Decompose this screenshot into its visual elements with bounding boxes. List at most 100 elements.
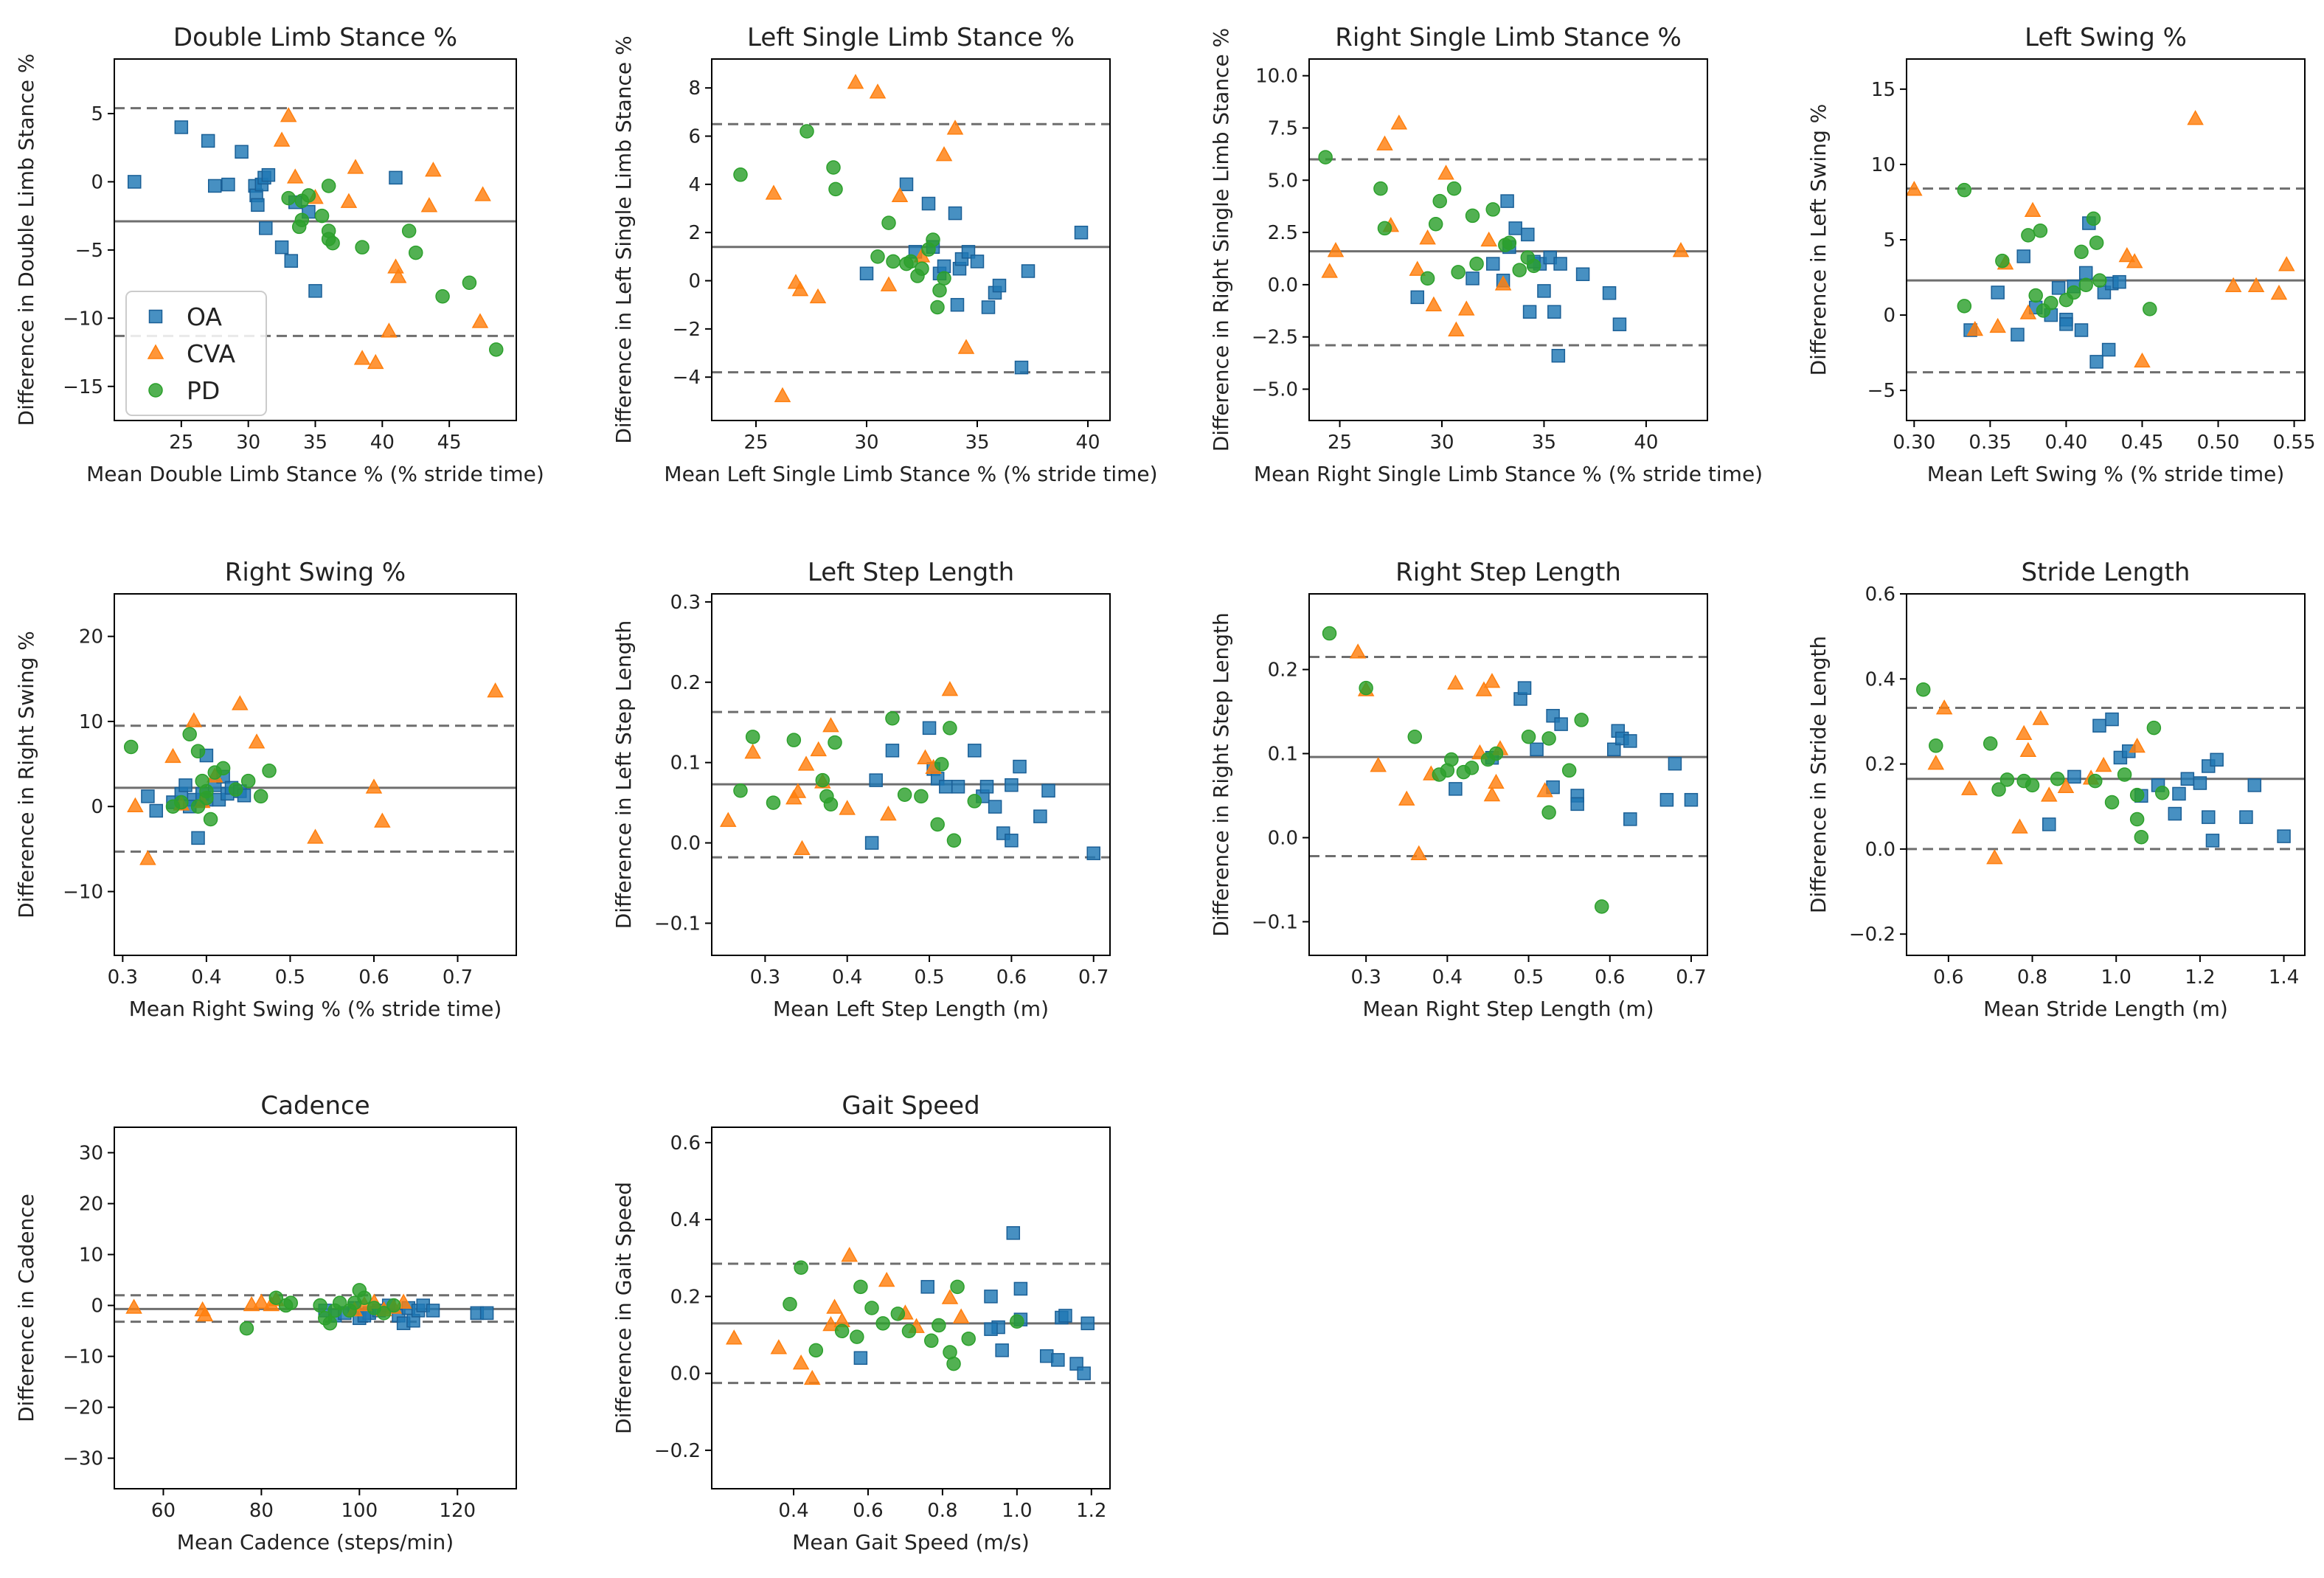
point-pd bbox=[901, 1323, 917, 1339]
point-cva bbox=[1390, 114, 1408, 130]
x-tick-label: 60 bbox=[151, 1500, 176, 1522]
point-oa bbox=[995, 1343, 1009, 1357]
point-cva bbox=[1376, 135, 1393, 150]
point-cva bbox=[1927, 755, 1945, 770]
point-oa bbox=[2193, 776, 2207, 790]
point-cva bbox=[946, 120, 964, 135]
panel-title: Right Step Length bbox=[1395, 558, 1621, 587]
x-tick-label: 0.8 bbox=[927, 1500, 957, 1522]
point-cva bbox=[248, 733, 266, 749]
point-cva bbox=[2126, 253, 2143, 269]
point-oa bbox=[1623, 734, 1637, 748]
point-pd bbox=[322, 1315, 338, 1331]
point-oa bbox=[1006, 1226, 1021, 1240]
point-oa bbox=[1612, 317, 1627, 331]
point-pd bbox=[2058, 292, 2074, 308]
legend: OA CVA PD bbox=[125, 291, 267, 416]
point-oa bbox=[1570, 797, 1584, 812]
point-pd bbox=[1444, 752, 1459, 767]
legend-label-cva: CVA bbox=[187, 339, 236, 368]
y-tick-label: −10 bbox=[63, 308, 103, 330]
point-pd bbox=[262, 764, 277, 778]
point-cva bbox=[803, 1369, 821, 1385]
y-axis-label: Difference in Stride Length bbox=[1806, 636, 1831, 913]
point-pd bbox=[1999, 772, 2015, 787]
point-oa bbox=[235, 145, 249, 159]
x-tick-label: 30 bbox=[236, 432, 260, 454]
panel-title: Stride Length bbox=[2022, 558, 2191, 587]
point-pd bbox=[1432, 193, 1447, 209]
point-pd bbox=[932, 1318, 946, 1333]
point-oa bbox=[937, 259, 951, 274]
point-oa bbox=[1530, 742, 1544, 757]
point-cva bbox=[471, 313, 489, 328]
point-oa bbox=[1623, 812, 1637, 826]
point-cva bbox=[280, 107, 297, 122]
point-pd bbox=[1541, 805, 1556, 820]
point-cva bbox=[809, 288, 827, 304]
point-pd bbox=[934, 757, 949, 772]
point-cva bbox=[917, 749, 934, 764]
axes-frame bbox=[114, 1127, 517, 1489]
y-tick-label: 0.4 bbox=[1865, 668, 1895, 691]
point-pd bbox=[228, 782, 243, 797]
point-cva bbox=[1327, 242, 1345, 257]
point-cva bbox=[474, 186, 491, 201]
point-oa bbox=[274, 240, 289, 255]
point-cva bbox=[935, 146, 953, 162]
point-oa bbox=[2202, 810, 2216, 824]
point-pd bbox=[930, 300, 945, 315]
point-cva bbox=[841, 1247, 859, 1262]
point-pd bbox=[950, 1279, 965, 1295]
point-oa bbox=[2205, 834, 2220, 848]
point-oa bbox=[259, 221, 273, 235]
point-pd bbox=[268, 1290, 284, 1305]
point-pd bbox=[1502, 235, 1517, 250]
point-pd bbox=[885, 711, 900, 726]
point-oa bbox=[2239, 810, 2253, 824]
point-oa bbox=[1553, 257, 1567, 271]
point-cva bbox=[2187, 110, 2204, 125]
point-pd bbox=[332, 1295, 347, 1310]
point-oa bbox=[1508, 221, 1522, 235]
point-cva bbox=[1398, 790, 1415, 806]
point-cva bbox=[1494, 275, 1512, 291]
y-tick-label: −0.1 bbox=[1252, 911, 1298, 933]
y-axis-label: Difference in Right Single Limb Stance % bbox=[1209, 28, 1233, 451]
point-pd bbox=[325, 235, 340, 251]
point-cva bbox=[2019, 741, 2037, 758]
y-tick-label: 0 bbox=[91, 1295, 103, 1318]
point-cva bbox=[2032, 710, 2050, 725]
point-pd bbox=[1485, 202, 1500, 217]
point-pd bbox=[932, 283, 947, 298]
point-oa bbox=[426, 1304, 440, 1318]
point-pd bbox=[870, 249, 885, 264]
point-pd bbox=[1322, 626, 1337, 641]
point-oa bbox=[1602, 286, 1617, 300]
point-pd bbox=[1407, 729, 1423, 744]
point-pd bbox=[190, 744, 206, 759]
point-pd bbox=[937, 271, 951, 286]
point-pd bbox=[1957, 182, 1972, 198]
point-pd bbox=[190, 799, 206, 814]
panel-title: Left Step Length bbox=[808, 558, 1014, 587]
y-tick-label: 0.0 bbox=[1865, 839, 1895, 861]
point-oa bbox=[864, 836, 879, 850]
point-pd bbox=[2050, 772, 2065, 786]
point-oa bbox=[1014, 360, 1029, 375]
point-pd bbox=[826, 160, 841, 175]
point-oa bbox=[2067, 769, 2081, 784]
y-tick-label: 0.3 bbox=[670, 592, 701, 614]
panel-title: Right Single Limb Stance % bbox=[1335, 23, 1682, 52]
y-tick-label: 0.1 bbox=[1268, 744, 1298, 766]
y-tick-label: 20 bbox=[79, 626, 103, 648]
panel-title: Cadence bbox=[260, 1091, 370, 1121]
point-oa bbox=[859, 266, 874, 280]
point-oa bbox=[1522, 305, 1537, 319]
point-cva bbox=[1989, 317, 2006, 333]
point-pd bbox=[2154, 786, 2170, 800]
point-oa bbox=[869, 773, 883, 787]
point-pd bbox=[1488, 746, 1504, 761]
x-tick-label: 40 bbox=[1075, 432, 1100, 454]
